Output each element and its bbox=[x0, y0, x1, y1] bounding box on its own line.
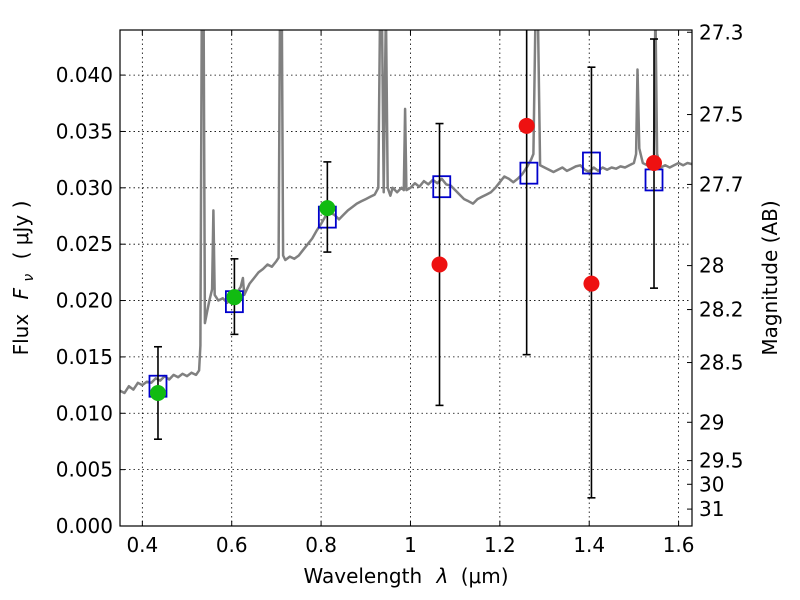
x-axis-ticks: 0.4 0.6 0.8 1 1.2 1.4 1.6 bbox=[126, 30, 695, 557]
red-data-point bbox=[431, 256, 448, 273]
points-layer bbox=[149, 117, 663, 401]
model-square bbox=[519, 161, 539, 185]
x-axis-label: Wavelength λ (μm) bbox=[303, 564, 508, 588]
y-axis-label: Flux F ν ( μJy ) bbox=[9, 201, 38, 356]
magnitude-tick-label: 29 bbox=[699, 410, 724, 434]
y-tick-label: 0.030 bbox=[56, 176, 113, 200]
spectrum-line bbox=[120, 30, 692, 395]
magnitude-tick-label: 30 bbox=[699, 472, 724, 496]
y-tick-label: 0.025 bbox=[56, 232, 113, 256]
x-axis-label-unit: (μm) bbox=[461, 564, 509, 588]
y-axis-label-unit: ( μJy ) bbox=[9, 201, 33, 260]
x-tick-label: 1.4 bbox=[573, 533, 605, 557]
x-tick-label: 0.4 bbox=[126, 533, 158, 557]
y-tick-label: 0.010 bbox=[56, 401, 113, 425]
magnitude-tick-label: 27.3 bbox=[699, 20, 744, 44]
y-axis-label-text: Flux bbox=[9, 314, 33, 356]
x-axis-label-symbol: λ bbox=[436, 564, 449, 588]
magnitude-tick-label: 31 bbox=[699, 497, 724, 521]
magnitude-tick-label: 27.7 bbox=[699, 172, 744, 196]
y-tick-label: 0.035 bbox=[56, 119, 113, 143]
x-tick-label: 0.8 bbox=[305, 533, 337, 557]
green-data-point bbox=[319, 200, 336, 217]
green-data-point bbox=[226, 289, 243, 306]
magnitude-tick-label: 28.5 bbox=[699, 351, 744, 375]
red-data-point bbox=[518, 117, 535, 134]
x-tick-label: 1 bbox=[404, 533, 417, 557]
y-tick-label: 0.020 bbox=[56, 289, 113, 313]
x-tick-label: 1.6 bbox=[663, 533, 695, 557]
y-tick-label: 0.015 bbox=[56, 345, 113, 369]
y-axis-label-subscript: ν bbox=[21, 274, 37, 282]
y-tick-label: 0.005 bbox=[56, 458, 113, 482]
magnitude-tick-label: 29.5 bbox=[699, 449, 744, 473]
y-tick-label: 0.000 bbox=[56, 514, 113, 538]
red-data-point bbox=[583, 275, 600, 292]
x-tick-label: 1.2 bbox=[484, 533, 516, 557]
spectrum-layer bbox=[120, 30, 692, 395]
x-axis-label-text: Wavelength bbox=[303, 564, 422, 588]
y-tick-label: 0.040 bbox=[56, 63, 113, 87]
green-data-point bbox=[149, 384, 166, 401]
x-tick-label: 0.6 bbox=[216, 533, 248, 557]
magnitude-axis-label: Magnitude (AB) bbox=[758, 200, 782, 355]
magnitude-tick-label: 28.2 bbox=[699, 298, 744, 322]
red-data-point bbox=[646, 155, 663, 172]
plot-frame bbox=[119, 29, 693, 527]
model-square bbox=[432, 175, 452, 199]
magnitude-tick-label: 28 bbox=[699, 254, 724, 278]
magnitude-tick-label: 27.5 bbox=[699, 103, 744, 127]
y-axis-label-symbol: F bbox=[9, 287, 33, 299]
y-axis-ticks: 0.000 0.005 0.010 0.015 0.020 0.025 0.030 0.035… bbox=[56, 63, 125, 538]
